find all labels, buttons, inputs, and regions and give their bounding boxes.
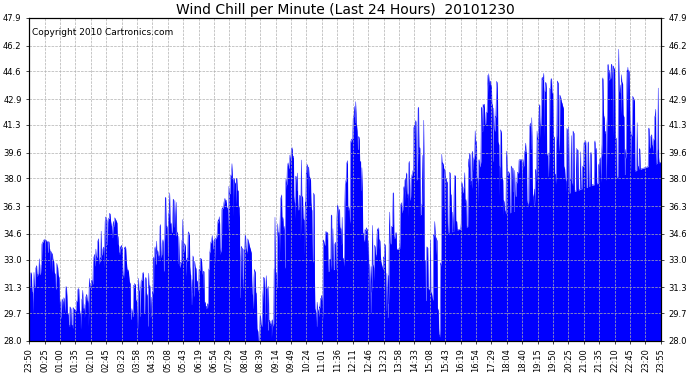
Title: Wind Chill per Minute (Last 24 Hours)  20101230: Wind Chill per Minute (Last 24 Hours) 20… bbox=[176, 3, 514, 17]
Text: Copyright 2010 Cartronics.com: Copyright 2010 Cartronics.com bbox=[32, 28, 174, 37]
